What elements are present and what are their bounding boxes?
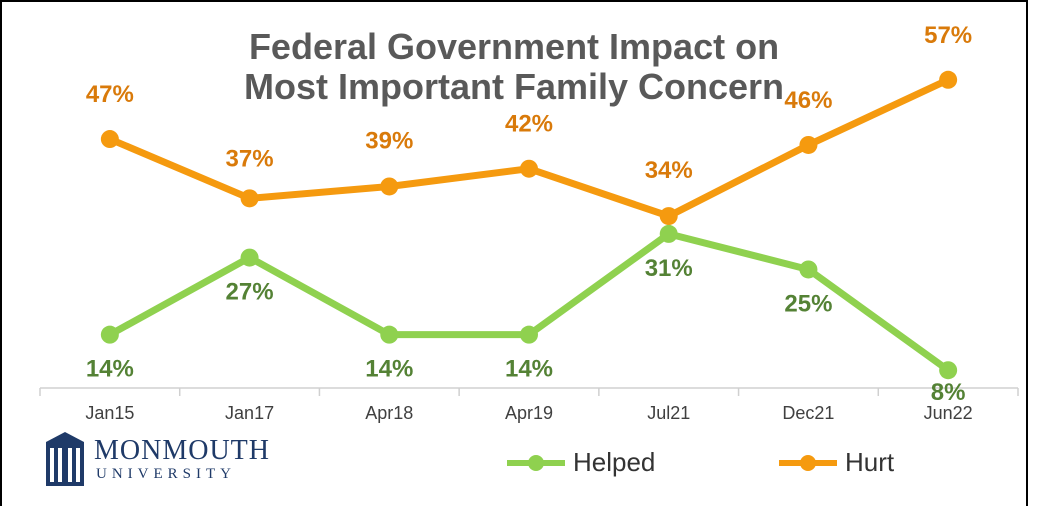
monmouth-logo: MONMOUTH UNIVERSITY — [44, 432, 270, 488]
data-label-helped: 27% — [226, 279, 274, 306]
data-label-hurt: 34% — [645, 157, 693, 184]
data-point-hurt — [100, 130, 119, 149]
legend-label-helped: Helped — [573, 447, 656, 477]
monmouth-hall-icon — [46, 432, 84, 486]
data-label-hurt: 37% — [226, 145, 274, 172]
legend-item-helped: Helped — [505, 447, 655, 478]
data-label-helped: 25% — [784, 290, 832, 317]
data-point-helped — [100, 325, 119, 344]
x-tick-label: Jul21 — [647, 403, 690, 423]
data-label-helped: 14% — [365, 356, 413, 383]
logo-subname: UNIVERSITY — [96, 466, 236, 482]
data-label-helped: 14% — [505, 356, 553, 383]
x-tick-label: Dec21 — [782, 403, 834, 423]
data-label-helped: 14% — [86, 356, 134, 383]
legend-marker-hurt — [779, 454, 837, 471]
data-point-hurt — [240, 189, 259, 208]
x-tick-label: Jan17 — [225, 403, 274, 423]
data-point-hurt — [520, 159, 538, 178]
data-point-hurt — [659, 207, 678, 226]
data-point-helped — [939, 361, 958, 380]
logo-name: MONMOUTH — [94, 435, 270, 466]
chart-title-line2: Most Important Family Concern — [243, 66, 785, 107]
data-point-hurt — [939, 70, 958, 89]
data-point-hurt — [799, 135, 818, 154]
data-label-hurt: 39% — [365, 127, 413, 154]
x-tick-label: Apr19 — [505, 403, 553, 423]
data-label-hurt: 46% — [784, 87, 832, 114]
x-tick-label: Jun22 — [924, 403, 973, 423]
data-point-hurt — [380, 177, 399, 196]
data-label-helped: 31% — [645, 255, 693, 282]
data-label-hurt: 47% — [86, 81, 134, 108]
legend-item-hurt: Hurt — [777, 447, 894, 478]
data-point-helped — [240, 248, 259, 267]
data-label-hurt: 42% — [505, 111, 553, 138]
data-point-helped — [520, 325, 538, 344]
x-tick-label: Apr18 — [365, 403, 413, 423]
legend-marker-helped — [507, 454, 565, 471]
data-point-helped — [380, 325, 399, 344]
data-label-helped: 8% — [931, 379, 966, 406]
data-point-helped — [659, 224, 678, 243]
x-tick-label: Jan15 — [85, 403, 134, 423]
data-label-hurt: 57% — [924, 22, 972, 49]
chart-title-line1: Federal Government Impact on — [248, 26, 780, 67]
legend-label-hurt: Hurt — [845, 447, 895, 477]
data-point-helped — [799, 260, 818, 279]
